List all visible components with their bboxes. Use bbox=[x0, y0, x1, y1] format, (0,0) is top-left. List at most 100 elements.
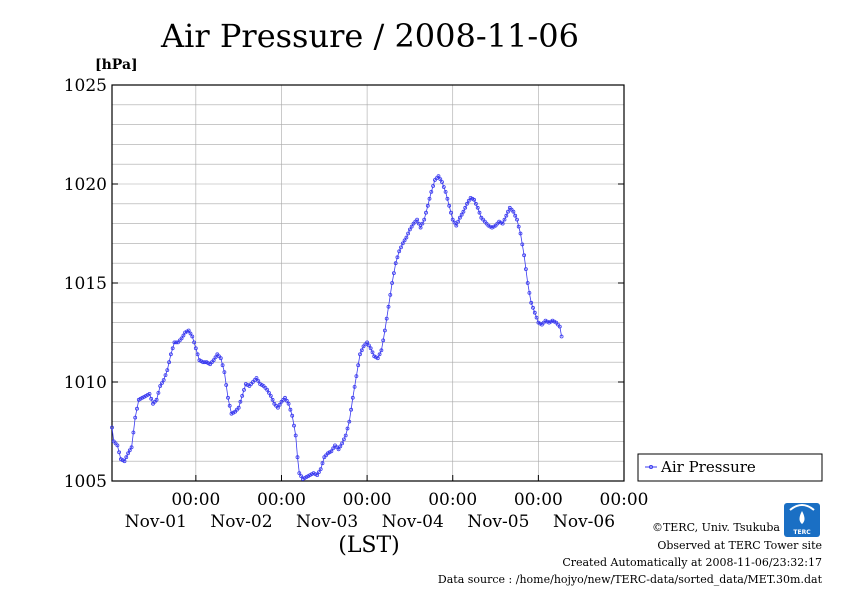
data-point bbox=[427, 196, 432, 201]
data-point bbox=[475, 205, 480, 210]
data-point bbox=[402, 238, 407, 243]
data-point bbox=[415, 217, 420, 222]
data-point bbox=[404, 235, 409, 240]
data-point bbox=[179, 336, 184, 341]
data-point bbox=[170, 346, 175, 351]
data-point bbox=[395, 255, 400, 260]
data-point bbox=[181, 333, 186, 338]
x-tick-time-label: 00:00 bbox=[514, 490, 563, 510]
data-point bbox=[265, 387, 270, 392]
data-point bbox=[315, 473, 320, 478]
data-point bbox=[445, 196, 450, 201]
data-point bbox=[531, 305, 535, 310]
data-point bbox=[336, 447, 341, 452]
data-point bbox=[461, 209, 466, 214]
data-point bbox=[338, 444, 343, 449]
data-point bbox=[129, 445, 134, 450]
data-point bbox=[340, 441, 345, 446]
data-point bbox=[293, 433, 298, 438]
data-point bbox=[388, 292, 393, 297]
x-tick-time-label: 00:00 bbox=[171, 490, 220, 510]
data-point bbox=[117, 450, 121, 455]
data-point bbox=[172, 340, 177, 345]
data-point bbox=[504, 213, 509, 218]
terc-logo-text: TERC bbox=[793, 529, 811, 536]
data-point bbox=[226, 395, 230, 400]
data-point bbox=[472, 197, 477, 202]
data-point bbox=[522, 253, 526, 258]
data-point bbox=[529, 300, 534, 305]
data-point bbox=[168, 352, 173, 357]
data-point bbox=[354, 374, 359, 379]
data-point bbox=[195, 352, 200, 357]
data-point bbox=[349, 407, 354, 412]
data-point bbox=[513, 213, 518, 218]
data-point bbox=[532, 310, 537, 315]
data-point bbox=[284, 398, 289, 403]
data-point bbox=[224, 383, 229, 387]
data-point bbox=[406, 231, 411, 236]
data-point bbox=[297, 471, 302, 476]
data-point bbox=[341, 437, 346, 442]
data-point bbox=[473, 201, 478, 206]
data-point bbox=[242, 387, 246, 392]
legend: Air Pressure bbox=[637, 453, 823, 482]
data-point bbox=[290, 413, 295, 418]
data-point bbox=[524, 267, 528, 272]
data-point bbox=[452, 220, 457, 225]
series-line-air-pressure bbox=[111, 175, 562, 480]
data-point bbox=[359, 348, 364, 353]
data-point bbox=[365, 340, 370, 345]
data-point bbox=[316, 470, 321, 475]
data-point bbox=[192, 340, 197, 345]
x-tick-date-label: Nov-03 bbox=[296, 512, 358, 532]
x-tick-date-label: Nov-01 bbox=[125, 512, 187, 532]
data-point bbox=[391, 271, 396, 276]
data-point bbox=[275, 405, 280, 410]
data-point bbox=[277, 402, 282, 407]
footer-source: Data source : /home/hojyo/new/TERC-data/… bbox=[438, 573, 823, 586]
legend-marker-swatch bbox=[648, 464, 654, 470]
data-point bbox=[356, 363, 361, 368]
data-point bbox=[115, 443, 120, 448]
data-point bbox=[295, 455, 300, 460]
data-point bbox=[286, 401, 291, 406]
data-point bbox=[135, 406, 139, 411]
data-point bbox=[331, 446, 336, 451]
data-point bbox=[288, 407, 293, 412]
data-point bbox=[449, 210, 453, 215]
data-point bbox=[358, 352, 362, 357]
y-tick-label: 1005 bbox=[64, 472, 107, 492]
grid-lines bbox=[112, 85, 625, 481]
data-point bbox=[390, 281, 395, 285]
data-point bbox=[240, 393, 245, 398]
data-point bbox=[238, 399, 243, 404]
data-point bbox=[384, 316, 389, 321]
data-point bbox=[227, 403, 232, 408]
data-point bbox=[447, 203, 452, 208]
data-point bbox=[220, 363, 225, 368]
data-point bbox=[131, 430, 136, 435]
y-axis-ticks: 1005 1010 1015 1020 1025 bbox=[64, 76, 624, 492]
data-point bbox=[350, 395, 355, 400]
data-point bbox=[156, 390, 161, 395]
x-axis-label: (LST) bbox=[338, 533, 400, 558]
data-point bbox=[368, 346, 373, 351]
data-point bbox=[466, 198, 471, 203]
data-point bbox=[520, 242, 525, 247]
data-point bbox=[186, 328, 191, 333]
data-point bbox=[127, 448, 132, 453]
data-point bbox=[270, 397, 275, 402]
data-point bbox=[133, 415, 138, 420]
data-point bbox=[399, 245, 403, 250]
data-point bbox=[424, 210, 428, 215]
data-point bbox=[165, 368, 170, 373]
x-tick-date-label: Nov-05 bbox=[467, 512, 529, 532]
data-point bbox=[450, 217, 455, 222]
data-point bbox=[299, 474, 304, 479]
data-point bbox=[443, 189, 448, 194]
data-point bbox=[518, 231, 523, 236]
data-point bbox=[463, 205, 468, 210]
data-point bbox=[382, 328, 387, 333]
footer-created: Created Automatically at 2008-11-06/23:3… bbox=[562, 556, 822, 569]
